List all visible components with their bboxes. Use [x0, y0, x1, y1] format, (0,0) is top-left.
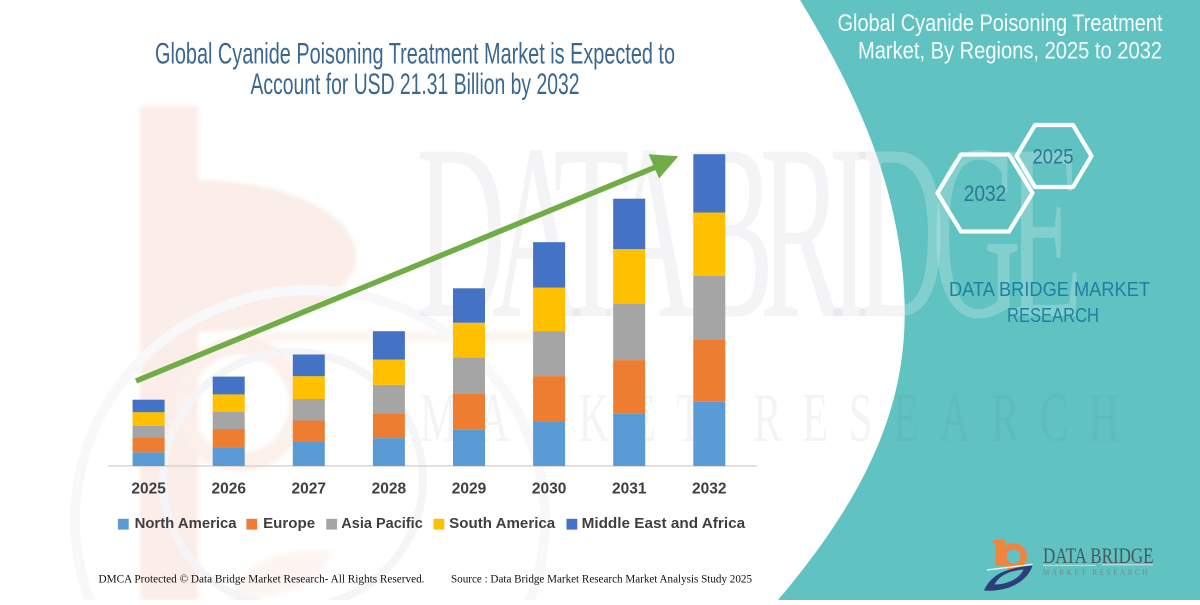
svg-text:DATA BRIDGE: DATA BRIDGE	[1043, 543, 1154, 568]
svg-text:2030: 2030	[532, 481, 566, 498]
svg-text:RESEARCH: RESEARCH	[1007, 304, 1099, 327]
svg-text:2031: 2031	[612, 481, 647, 498]
svg-text:2032: 2032	[692, 481, 726, 498]
svg-text:2027: 2027	[292, 481, 326, 498]
svg-text:Account for USD 21.31 Billion: Account for USD 21.31 Billion by 2032	[251, 68, 580, 101]
svg-text:North America: North America	[135, 516, 238, 532]
svg-text:MARKET RESEARCH: MARKET RESEARCH	[1043, 568, 1150, 577]
svg-text:2025: 2025	[1033, 146, 1074, 169]
svg-text:DMCA Protected © Data Bridge M: DMCA Protected © Data Bridge Market Rese…	[99, 574, 425, 586]
svg-text:2025: 2025	[131, 481, 166, 498]
svg-text:2032: 2032	[964, 181, 1007, 206]
svg-text:Asia Pacific: Asia Pacific	[341, 516, 423, 532]
svg-text:Global Cyanide Poisoning Treat: Global Cyanide Poisoning Treatment	[838, 10, 1163, 37]
svg-text:Market, By Regions, 2025 to 20: Market, By Regions, 2025 to 2032	[858, 38, 1162, 65]
svg-text:Source : Data Bridge Market Re: Source : Data Bridge Market Research Mar…	[451, 574, 752, 586]
svg-text:Middle East and Africa: Middle East and Africa	[582, 516, 746, 532]
svg-text:Global Cyanide Poisoning Treat: Global Cyanide Poisoning Treatment Marke…	[155, 38, 675, 71]
svg-text:DATA BRIDGE MARKET: DATA BRIDGE MARKET	[949, 278, 1150, 301]
svg-text:2029: 2029	[452, 481, 487, 498]
svg-text:2026: 2026	[211, 481, 246, 498]
svg-text:Europe: Europe	[263, 516, 315, 532]
svg-text:2028: 2028	[372, 481, 407, 498]
svg-text:South America: South America	[449, 516, 556, 532]
